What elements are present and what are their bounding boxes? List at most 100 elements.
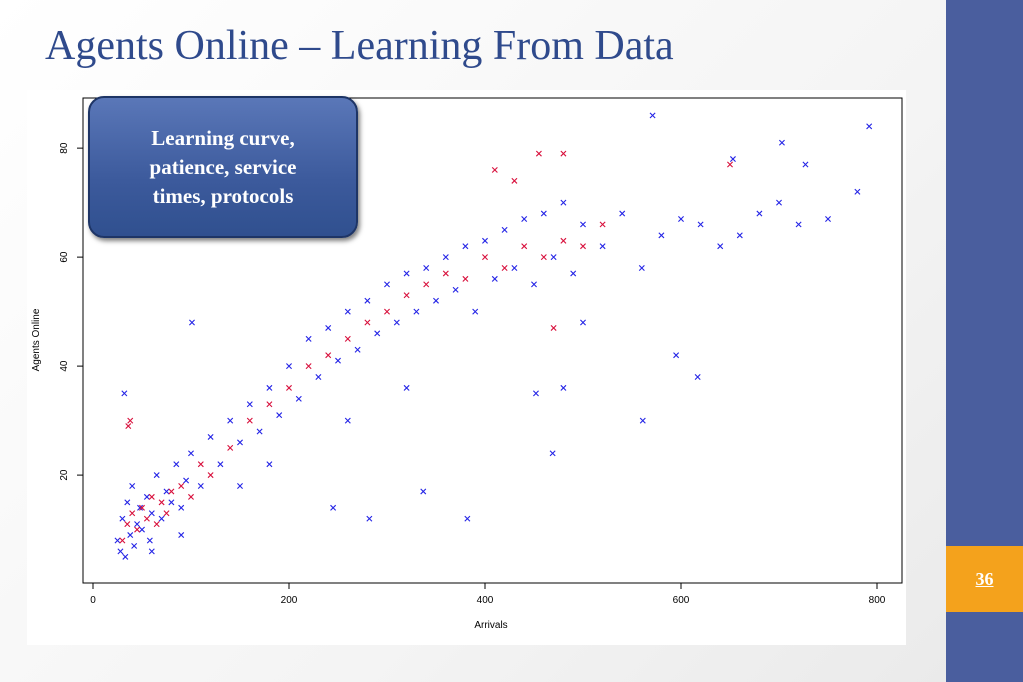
point [619,210,626,217]
point [491,166,498,173]
point [423,281,430,288]
point [330,504,337,511]
y-tick-label: 20 [59,469,70,481]
point [366,515,373,522]
point [119,515,126,522]
point [717,243,724,250]
point [374,330,381,337]
point [153,472,160,479]
point [403,270,410,277]
point [403,384,410,391]
point [178,483,185,489]
point [727,161,733,168]
point [403,292,410,299]
point [570,270,577,277]
point [168,488,175,495]
point [354,346,361,353]
point [137,504,144,511]
point [580,243,586,250]
point [560,199,567,206]
point [124,521,131,528]
point [491,275,498,282]
point [127,417,134,424]
point [344,335,351,342]
point [550,254,557,261]
point [776,199,782,206]
y-axis-label: Agents Online [31,308,42,371]
point [134,526,141,533]
point [246,401,253,408]
point [207,433,214,440]
point [420,488,427,495]
point [153,521,160,528]
x-tick-label: 600 [673,595,690,606]
point [139,504,145,511]
point [472,308,479,315]
point [143,493,150,500]
point [325,324,332,331]
point [795,221,802,228]
point [482,254,488,261]
point [237,483,243,489]
point [315,374,322,380]
point [393,319,400,326]
point [127,532,134,539]
point [540,254,547,261]
point [146,537,153,544]
point [462,243,469,250]
point [511,177,518,184]
point [266,384,273,391]
point [580,221,586,228]
point [325,352,332,359]
x-tick-label: 0 [90,595,96,606]
point [188,450,194,457]
point [673,352,680,359]
point [599,221,606,228]
x-tick-label: 800 [869,595,886,606]
point [384,281,390,288]
point [197,461,204,468]
point [639,417,646,424]
point [134,521,141,528]
point [188,493,194,500]
point [163,510,170,517]
point [122,553,129,560]
point [217,461,224,468]
point [697,221,704,228]
point [599,243,606,250]
point [580,319,586,326]
x-axis-label: Arrivals [474,620,507,631]
point [549,450,556,457]
point [207,472,214,479]
point [121,390,128,397]
point [256,428,263,435]
point [129,510,136,517]
point [423,265,430,272]
point [168,499,175,506]
point [521,215,528,222]
point [266,461,273,468]
point [188,319,195,326]
point [866,123,873,130]
x-tick-label: 400 [477,595,494,606]
point [531,281,537,288]
point [124,499,131,506]
callout-box: Learning curve, patience, service times,… [88,96,358,238]
point [119,537,126,544]
point [501,265,508,272]
page-number[interactable]: 36 [946,546,1023,612]
point [178,532,185,539]
point [183,477,190,484]
point [163,488,170,495]
point [550,324,557,331]
point [276,412,283,419]
point [286,384,292,391]
point [178,504,185,511]
point [532,390,539,397]
point [143,515,150,522]
point [227,417,234,424]
point [756,210,763,217]
point [286,363,292,370]
plot-frame [82,97,903,584]
